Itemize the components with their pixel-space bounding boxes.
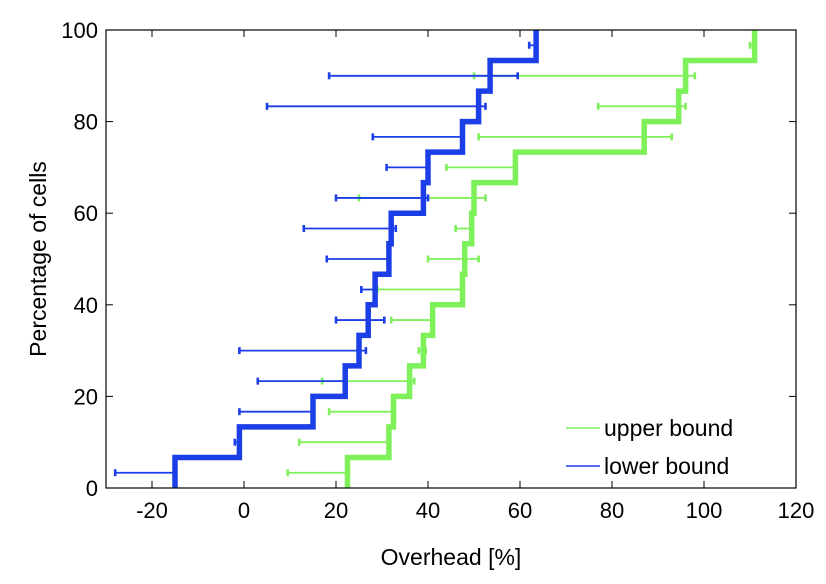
plot-frame (105, 29, 797, 489)
legend-label-upper-bound: upper bound (604, 415, 733, 441)
x-axis-label: Overhead [%] (381, 544, 522, 570)
x-tick-label: 60 (508, 498, 532, 523)
legend: upper bound lower bound (566, 415, 733, 479)
y-tick-label: 20 (74, 384, 98, 409)
x-tick-label: -20 (136, 498, 168, 523)
series-upper-bound (286, 30, 758, 488)
x-tick-label: 80 (600, 498, 624, 523)
y-axis-label: Percentage of cells (25, 161, 51, 357)
series-lower-bound (113, 30, 539, 488)
step-line-lower-bound (172, 30, 539, 488)
y-tick-label: 40 (74, 293, 98, 318)
x-tick-label: 20 (324, 498, 348, 523)
plot-content (113, 30, 758, 488)
y-tick-label: 60 (74, 201, 98, 226)
x-tick-label: 0 (238, 498, 250, 523)
x-tick-label: 100 (686, 498, 723, 523)
axis-ticks: -20 0 20 40 60 80 100 120 0 20 40 60 80 100 (61, 18, 814, 523)
x-tick-label: 120 (778, 498, 815, 523)
y-tick-label: 0 (86, 476, 98, 501)
step-line-upper-bound (344, 30, 758, 488)
y-tick-label: 100 (61, 18, 98, 43)
legend-label-lower-bound: lower bound (604, 453, 729, 479)
y-tick-label: 80 (74, 110, 98, 135)
x-tick-label: 40 (416, 498, 440, 523)
